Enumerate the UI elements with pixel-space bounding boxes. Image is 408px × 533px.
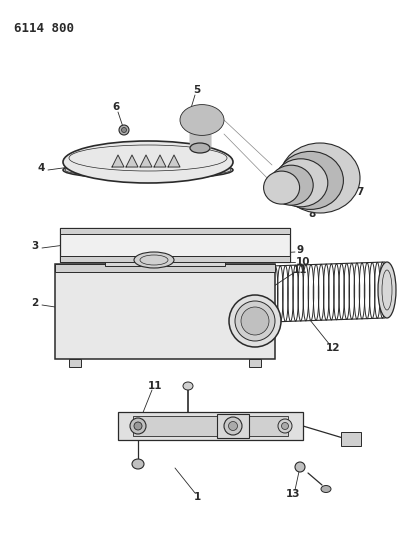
- Ellipse shape: [192, 113, 212, 127]
- Text: 13: 13: [286, 489, 300, 499]
- Bar: [105, 256, 225, 266]
- Ellipse shape: [119, 125, 129, 135]
- Ellipse shape: [134, 422, 142, 430]
- Text: 6: 6: [112, 102, 120, 112]
- Polygon shape: [126, 155, 138, 167]
- Ellipse shape: [229, 295, 281, 347]
- Polygon shape: [112, 155, 124, 167]
- Text: 4: 4: [37, 163, 45, 173]
- Text: 12: 12: [326, 343, 340, 353]
- Ellipse shape: [183, 382, 193, 390]
- Ellipse shape: [224, 417, 242, 435]
- Ellipse shape: [278, 419, 292, 433]
- Ellipse shape: [282, 423, 288, 430]
- Ellipse shape: [321, 486, 331, 492]
- Bar: [60, 228, 290, 234]
- Ellipse shape: [280, 143, 360, 213]
- Ellipse shape: [277, 151, 344, 209]
- Ellipse shape: [190, 143, 210, 153]
- Polygon shape: [190, 128, 210, 148]
- Ellipse shape: [180, 104, 224, 135]
- Text: 5: 5: [193, 85, 201, 95]
- Ellipse shape: [63, 161, 233, 179]
- Text: 1: 1: [193, 492, 201, 502]
- Ellipse shape: [228, 422, 237, 431]
- Polygon shape: [168, 155, 180, 167]
- Bar: [55, 264, 275, 359]
- Bar: [217, 414, 249, 438]
- Ellipse shape: [269, 165, 313, 205]
- Bar: [118, 412, 303, 440]
- Ellipse shape: [235, 301, 275, 341]
- Text: 8: 8: [308, 209, 316, 219]
- Text: 9: 9: [297, 245, 304, 255]
- Ellipse shape: [241, 307, 269, 335]
- Text: 11: 11: [293, 265, 307, 275]
- Bar: [249, 359, 261, 367]
- Text: 7: 7: [356, 187, 364, 197]
- Text: 6114 800: 6114 800: [14, 22, 74, 35]
- Bar: [60, 256, 290, 262]
- Ellipse shape: [122, 127, 126, 133]
- Bar: [341, 432, 361, 446]
- Text: 10: 10: [296, 257, 310, 267]
- Text: 3: 3: [31, 241, 39, 251]
- Ellipse shape: [132, 459, 144, 469]
- Ellipse shape: [274, 159, 328, 207]
- Polygon shape: [154, 155, 166, 167]
- Ellipse shape: [134, 252, 174, 268]
- Bar: [133, 416, 288, 436]
- Bar: [69, 359, 81, 367]
- Bar: [60, 228, 290, 262]
- Ellipse shape: [130, 418, 146, 434]
- Ellipse shape: [264, 171, 299, 204]
- Polygon shape: [140, 155, 152, 167]
- Ellipse shape: [63, 141, 233, 183]
- Text: 11: 11: [148, 381, 162, 391]
- Text: 2: 2: [31, 298, 39, 308]
- Bar: [55, 264, 275, 272]
- Ellipse shape: [295, 462, 305, 472]
- Ellipse shape: [378, 262, 396, 318]
- Ellipse shape: [186, 109, 218, 131]
